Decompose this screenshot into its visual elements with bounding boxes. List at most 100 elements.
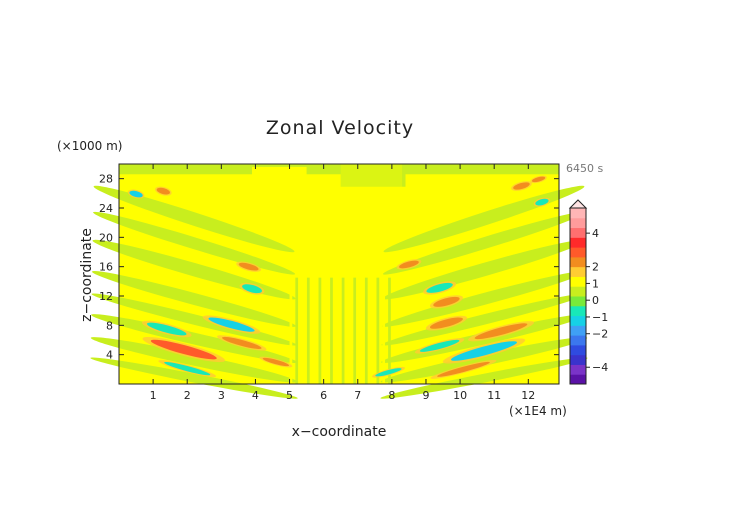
heatmap-band <box>382 239 586 300</box>
heatmap-fringe <box>289 277 293 384</box>
heatmap-fringe <box>318 277 322 384</box>
colorbar-tick-label: −1 <box>592 311 608 324</box>
anomaly-core <box>129 190 143 198</box>
heatmap-fringe <box>330 277 333 384</box>
colorbar-segment <box>570 208 586 219</box>
heatmap-fringe <box>324 277 328 384</box>
colorbar-segment <box>570 276 586 287</box>
anomaly-core <box>146 322 187 336</box>
anomaly-core <box>156 187 170 195</box>
colorbar-segment <box>570 374 586 385</box>
colorbar-tick-label: 0 <box>592 294 599 307</box>
heatmap-band <box>90 337 298 383</box>
heatmap-fringe <box>359 277 362 384</box>
anomaly-core <box>164 361 211 376</box>
heatmap-fringe <box>376 277 380 384</box>
heatmap-fringe <box>312 277 316 384</box>
chart-title: Zonal Velocity <box>266 117 414 139</box>
colorbar-segment <box>570 217 586 229</box>
heatmap-band <box>92 271 297 327</box>
heatmap-band <box>340 166 406 187</box>
heatmap-fringe <box>306 277 310 384</box>
colorbar-segment <box>570 325 586 336</box>
colorbar-segment <box>570 286 586 297</box>
anomaly-core <box>238 262 259 271</box>
anomaly-core <box>535 198 549 206</box>
x-axis-label: x−coordinate <box>292 424 387 440</box>
heatmap-background <box>90 164 588 399</box>
heatmap-fringe <box>370 277 374 384</box>
heatmap-band <box>252 166 307 187</box>
anomaly-core <box>426 282 453 293</box>
colorbar-segment <box>570 256 586 268</box>
colorbar-segment <box>570 335 586 346</box>
colorbar-segment <box>570 266 586 277</box>
colorbar-tick-label: 1 <box>592 277 599 290</box>
y-axis-unit: (×1000 m) <box>57 139 122 153</box>
heatmap-fringe <box>295 277 299 384</box>
colorbar: 4 2 1 0 −1 −2 −4 <box>568 199 608 385</box>
heatmap-fringe <box>353 277 357 384</box>
x-tick-label: 12 <box>521 389 535 402</box>
heatmap-fringe <box>301 277 304 384</box>
y-tick-label: 4 <box>106 349 113 362</box>
anomaly-core <box>437 361 490 377</box>
anomaly-core <box>208 317 255 332</box>
x-tick-label: 6 <box>320 389 327 402</box>
colorbar-tick-label: 4 <box>592 227 599 240</box>
x-tick-label: 3 <box>218 389 225 402</box>
heatmap-fringe <box>335 277 339 384</box>
anomaly-core <box>433 296 460 307</box>
x-tick-label: 11 <box>487 389 501 402</box>
heatmap-band <box>382 211 585 275</box>
colorbar-segment <box>570 247 586 258</box>
colorbar-segment <box>570 344 586 356</box>
anomaly-core <box>474 323 528 340</box>
y-tick-label: 20 <box>99 231 113 244</box>
anomaly-core <box>513 182 530 190</box>
anomaly-core <box>375 368 402 377</box>
heatmap-band <box>93 185 295 253</box>
heatmap-band <box>93 211 296 275</box>
heatmap-fringe <box>364 277 368 384</box>
y-tick-label: 12 <box>99 290 113 303</box>
x-tick-label: 9 <box>422 389 429 402</box>
x-tick-label: 1 <box>150 389 157 402</box>
heatmap-band <box>381 293 587 346</box>
heatmap-features <box>127 175 551 379</box>
colorbar-segment <box>570 364 586 375</box>
time-label: 6450 s <box>566 162 603 175</box>
heatmap-band <box>91 314 297 363</box>
colorbar-tick-label: 2 <box>592 261 599 274</box>
anomaly-core <box>450 341 517 361</box>
heatmap-band <box>119 164 559 175</box>
y-tick-label: 8 <box>106 319 113 332</box>
x-tick-label: 5 <box>286 389 293 402</box>
colorbar-extend-max <box>568 199 588 209</box>
colorbar-tick-label: −4 <box>592 361 608 374</box>
anomaly-core <box>399 260 419 269</box>
anomaly-core <box>222 336 262 349</box>
heatmap-fringe <box>341 277 345 384</box>
y-axis-label: z−coordinate <box>79 228 95 322</box>
colorbar-segment <box>570 305 586 317</box>
anomaly-core <box>150 339 217 360</box>
heatmap-seam <box>340 164 403 223</box>
heatmap-fringe <box>388 277 391 384</box>
x-axis-unit: (×1E4 m) <box>509 404 567 418</box>
y-tick-label: 16 <box>99 261 113 274</box>
colorbar-segment <box>570 354 586 365</box>
anomaly-core <box>262 357 290 367</box>
colorbar-segment <box>570 227 586 238</box>
heatmap-fringe <box>347 277 351 384</box>
anomaly-core <box>242 284 262 294</box>
x-tick-label: 7 <box>354 389 361 402</box>
anomaly-core <box>419 339 460 352</box>
colorbar-segment <box>570 296 586 307</box>
x-tick-label: 4 <box>252 389 259 402</box>
heatmap-band <box>90 357 298 399</box>
heatmap-band <box>380 357 588 399</box>
y-tick-label: 24 <box>99 202 113 215</box>
